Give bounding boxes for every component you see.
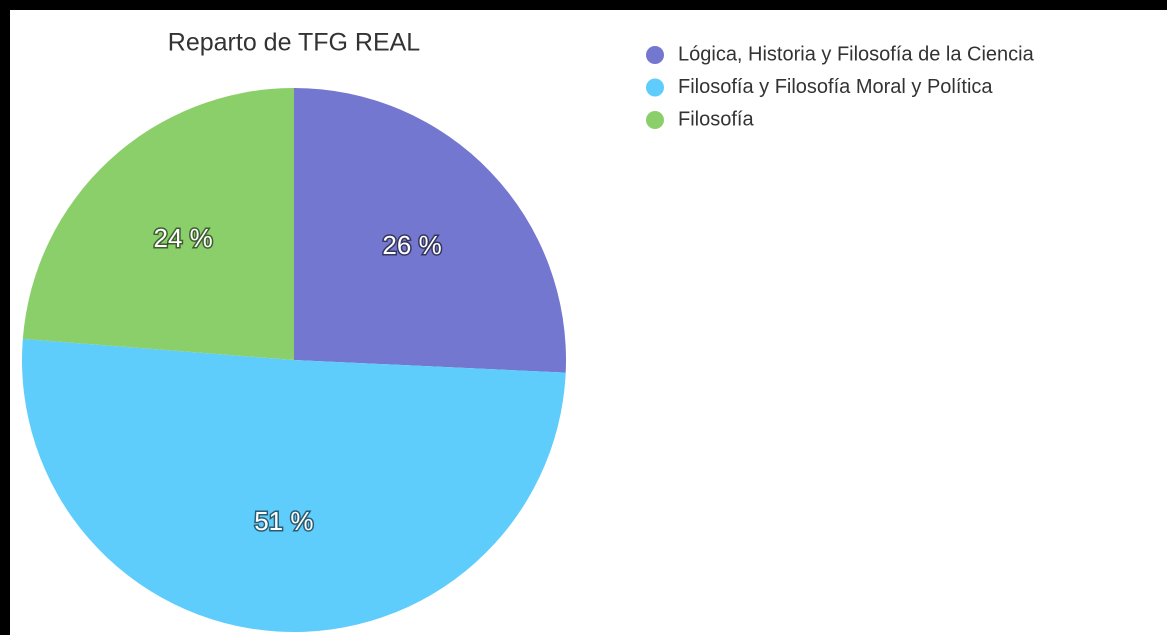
slice-label: 26 %: [382, 230, 441, 260]
pie-slice: [22, 338, 566, 632]
legend-label: Filosofía y Filosofía Moral y Política: [678, 76, 993, 98]
legend-label: Filosofía: [678, 108, 754, 130]
legend-swatch: [646, 111, 664, 129]
slice-label: 51 %: [254, 506, 313, 536]
chart-title: Reparto de TFG REAL: [168, 29, 421, 57]
legend-swatch: [646, 78, 664, 97]
pie-slice: [22, 88, 295, 360]
legend-swatch: [646, 46, 664, 64]
pie-slice: [294, 88, 567, 373]
legend-label: Lógica, Historia y Filosofía de la Cienc…: [678, 43, 1035, 65]
slice-label: 24 %: [154, 223, 213, 253]
